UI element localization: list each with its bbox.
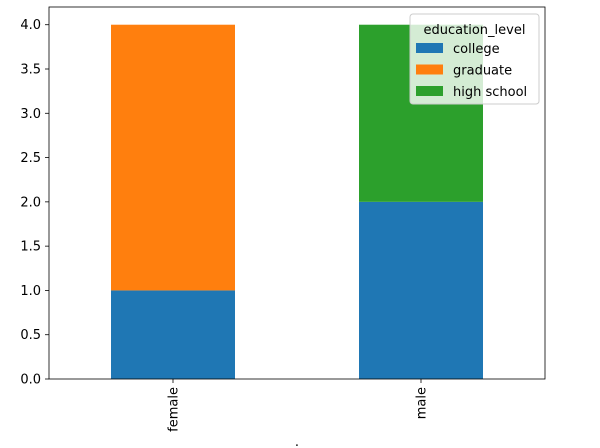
- legend-label-high-school: high school: [453, 85, 527, 100]
- legend-swatch-high-school: [416, 86, 443, 96]
- y-tick-label-1.5: 1.5: [20, 240, 41, 255]
- y-tick-label-3.5: 3.5: [20, 63, 41, 78]
- bar-male-college: [359, 201, 483, 379]
- legend-label-college: college: [453, 42, 500, 57]
- x-axis-label: .: [295, 435, 299, 448]
- axes-group: female male 0.0 0.5 1.0 1.5 2.0 2.5 3.0 3.5 4.0.: [20, 6, 546, 448]
- axes-frame: [48, 6, 546, 380]
- legend-title: education_level: [424, 23, 526, 38]
- y-tick-label-0.0: 0.0: [20, 373, 41, 388]
- legend-frame: [409, 13, 540, 105]
- y-tick-label-0.5: 0.5: [20, 328, 41, 343]
- x-tick-label-female: female: [167, 387, 182, 432]
- legend-swatch-college: [416, 43, 443, 53]
- y-tick-label-4.0: 4.0: [20, 18, 41, 33]
- bar-female-college: [111, 290, 235, 379]
- legend-swatch-graduate: [416, 64, 443, 75]
- y-tick-label-3.0: 3.0: [20, 107, 41, 122]
- legend-label-graduate: graduate: [453, 64, 512, 79]
- y-tick-label-2.5: 2.5: [20, 151, 41, 166]
- y-tick-label-2.0: 2.0: [20, 195, 41, 210]
- y-tick-label-1.0: 1.0: [20, 284, 41, 299]
- x-tick-label-male: male: [415, 387, 430, 419]
- bar-female-graduate: [111, 24, 235, 291]
